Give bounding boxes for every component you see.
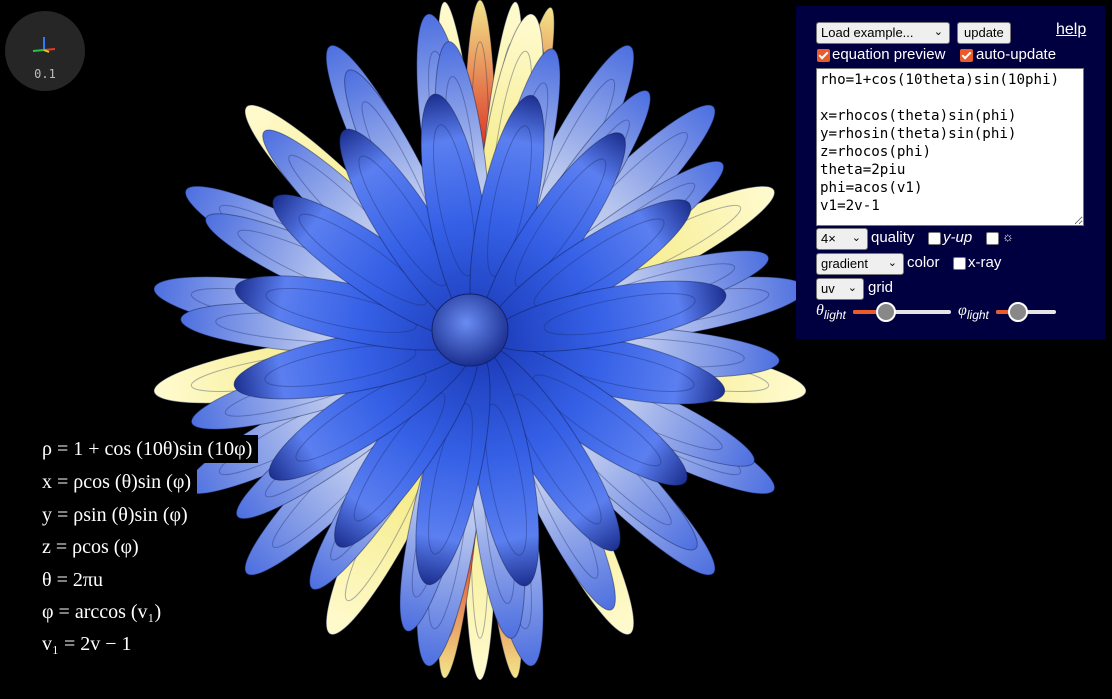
grid-label: grid (868, 279, 894, 296)
y-up-checkbox[interactable] (928, 232, 941, 245)
phi-light-slider[interactable] (996, 302, 1056, 322)
sun-checkbox[interactable] (986, 232, 999, 245)
y-up-label: y-up (943, 229, 973, 246)
theta-light-symbol: θ (816, 302, 824, 319)
theta-light-sub: light (823, 308, 846, 323)
phi-light-sub: light (966, 308, 989, 323)
chevron-down-icon: ⌄ (933, 26, 943, 38)
chevron-down-icon: ⌄ (847, 282, 857, 294)
theta-light-thumb[interactable] (876, 302, 896, 322)
example-select-value: Load example... (821, 25, 914, 40)
equation-preview-checkbox[interactable] (817, 49, 830, 62)
grid-select-value: uv (821, 281, 835, 296)
surface-core (431, 293, 509, 367)
equation-input[interactable] (816, 68, 1084, 226)
equation-line: φ = arccos (v₁) (36, 598, 168, 626)
chevron-down-icon: ⌄ (887, 257, 897, 269)
theta-light-slider[interactable] (853, 302, 951, 322)
equation-line: θ = 2πu (36, 566, 109, 594)
grid-select[interactable]: uv ⌄ (816, 278, 864, 300)
example-select[interactable]: Load example... ⌄ (816, 22, 950, 44)
color-select-value: gradient (821, 256, 868, 271)
quality-select[interactable]: 4× ⌄ (816, 228, 868, 250)
auto-update-checkbox[interactable] (960, 49, 973, 62)
color-select[interactable]: gradient ⌄ (816, 253, 904, 275)
equation-line: x = ρcos (θ)sin (φ) (36, 468, 198, 496)
phi-light-fill (996, 310, 1018, 314)
equation-preview-label: equation preview (832, 46, 946, 63)
axes-gizmo[interactable]: 0.1 (5, 11, 85, 91)
equation-line: z = ρcos (φ) (36, 533, 145, 561)
axes-icon (32, 37, 56, 53)
axes-scale-label: 0.1 (34, 67, 56, 81)
phi-light-symbol: φ (958, 302, 967, 319)
phi-light-label: φlight (958, 302, 989, 322)
help-link[interactable]: help (1056, 21, 1087, 38)
update-button[interactable]: update (957, 22, 1011, 44)
quality-label: quality (871, 229, 915, 246)
auto-update-label: auto-update (976, 46, 1057, 63)
color-label: color (907, 254, 940, 271)
control-panel: Load example... ⌄ update help equation p… (796, 6, 1105, 339)
equation-line: y = ρsin (θ)sin (φ) (36, 501, 194, 529)
quality-select-value: 4× (821, 231, 836, 246)
equation-line: ρ = 1 + cos (10θ)sin (10φ) (36, 435, 259, 463)
theta-light-fill (853, 310, 886, 314)
x-ray-checkbox[interactable] (953, 257, 966, 270)
theta-light-label: θlight (816, 302, 846, 322)
x-ray-label: x-ray (968, 254, 1002, 271)
chevron-down-icon: ⌄ (851, 232, 861, 244)
equation-line: v₁ = 2v − 1 (36, 630, 138, 658)
phi-light-thumb[interactable] (1008, 302, 1028, 322)
sun-icon: ☼ (1002, 229, 1014, 244)
